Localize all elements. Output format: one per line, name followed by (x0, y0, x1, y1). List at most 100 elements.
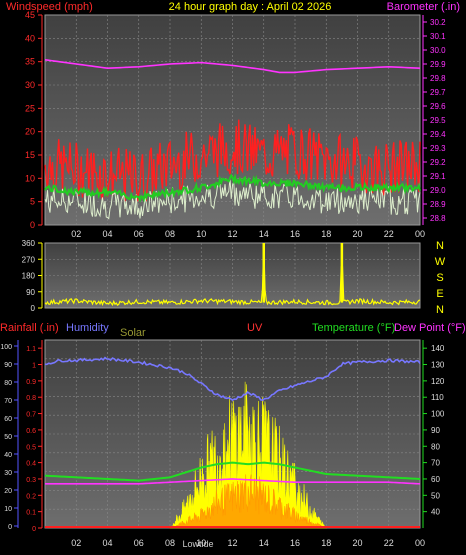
left-tick-label: 0 (30, 220, 35, 230)
humidity-tick-label: 20 (4, 488, 12, 495)
left-tick-label: 35 (25, 57, 35, 67)
bottom-temperature-label: Temperature (°F) (312, 322, 395, 334)
right-tick-label: 30.2 (430, 18, 446, 27)
temp-tick-label: 40 (431, 508, 440, 517)
temp-tick-label: 70 (431, 459, 440, 468)
bottom-solar-label: Solar (120, 327, 146, 339)
rain-tick-label: 1.1 (26, 346, 36, 353)
right-tick-label: 29.3 (430, 144, 446, 153)
temp-tick-label: 110 (431, 393, 444, 402)
x-tick-label: 14 (259, 538, 269, 548)
top-series (44, 59, 421, 220)
solar-area (169, 381, 328, 529)
lowtide-label: Lowtide (182, 539, 213, 549)
wind-direction-line (44, 242, 421, 307)
right-tick-label: 29.4 (430, 130, 446, 139)
rain-tick-label: 0.6 (26, 428, 36, 435)
x-tick-label: 12 (227, 229, 237, 239)
x-tick-label: 06 (134, 538, 144, 548)
top-left-ticks: 0 5 10 15 20 25 30 35 40 45 (25, 10, 43, 230)
humidity-tick-label: 70 (4, 398, 12, 405)
direction-tick-label: 0 (31, 304, 36, 313)
temp-tick-label: 50 (431, 491, 440, 500)
compass-label: E (436, 288, 443, 300)
right-tick-label: 29.8 (430, 74, 446, 83)
rain-tick-label: 0.7 (26, 412, 36, 419)
bottom-x-ticks: 02 04 06 08 10 12 14 16 18 20 22 00 (71, 538, 425, 548)
low-wind-line (44, 178, 421, 220)
temp-tick-label: 140 (431, 344, 445, 353)
right-tick-label: 28.9 (430, 200, 446, 209)
right-tick-label: 28.8 (430, 214, 446, 223)
right-tick-label: 29.9 (430, 60, 446, 69)
uv-area (168, 474, 327, 529)
right-tick-label: 30.1 (430, 32, 446, 41)
direction-tick-label: 360 (22, 239, 36, 248)
average-wind-line (44, 172, 421, 203)
bottom-humidity-label: Humidity (66, 322, 109, 334)
temp-tick-label: 130 (431, 361, 445, 370)
x-tick-label: 12 (227, 538, 237, 548)
mid-series (44, 242, 421, 307)
x-tick-label: 02 (71, 538, 81, 548)
left-tick-label: 30 (25, 80, 35, 90)
left-tick-label: 20 (25, 127, 35, 137)
left-tick-label: 45 (25, 10, 35, 20)
top-right-ticks: 28.8 28.9 29.0 29.1 29.2 29.3 29.4 29.5 29.6 29.7… (422, 15, 446, 225)
humidity-tick-label: 80 (4, 380, 12, 387)
x-tick-label: 04 (102, 229, 112, 239)
temp-tick-label: 100 (431, 410, 445, 419)
x-tick-label: 08 (165, 538, 175, 548)
left-tick-label: 15 (25, 150, 35, 160)
right-tick-label: 29.7 (430, 88, 446, 97)
rain-tick-label: 0.3 (26, 477, 36, 484)
humidity-tick-label: 90 (4, 362, 12, 369)
x-tick-label: 18 (321, 229, 331, 239)
x-tick-label: 14 (259, 229, 269, 239)
bottom-dewpoint-label: Dew Point (°F) (394, 322, 466, 334)
x-tick-label: 22 (384, 538, 394, 548)
top-grid (45, 15, 420, 225)
compass-label: W (435, 256, 446, 268)
x-tick-label: 02 (71, 229, 81, 239)
humidity-tick-label: 60 (4, 416, 12, 423)
right-tick-label: 29.1 (430, 172, 446, 181)
x-tick-label: 06 (134, 229, 144, 239)
dewpoint-line (45, 478, 421, 485)
compass-label: S (436, 272, 443, 284)
top-x-ticks: 02 04 06 08 10 12 14 16 18 20 22 00 (71, 229, 425, 239)
humidity-tick-label: 40 (4, 452, 12, 459)
humidity-line (44, 356, 421, 402)
x-tick-label: 20 (352, 538, 362, 548)
compass-label: N (436, 240, 444, 252)
bottom-series (44, 356, 421, 529)
right-tick-label: 29.0 (430, 186, 446, 195)
barometer-line (44, 59, 421, 74)
left-tick-label: 10 (25, 173, 35, 183)
x-tick-label: 08 (165, 229, 175, 239)
top-title: 24 hour graph day : April 02 2026 (169, 1, 332, 13)
bottom-rainfall-label: Rainfall (.in) (0, 322, 59, 334)
direction-tick-label: 270 (22, 255, 36, 264)
temp-tick-label: 80 (431, 442, 440, 451)
x-tick-label: 10 (196, 229, 206, 239)
x-tick-label: 00 (415, 229, 425, 239)
x-tick-label: 16 (290, 229, 300, 239)
x-tick-label: 22 (384, 229, 394, 239)
temp-tick-label: 90 (431, 426, 440, 435)
rain-tick-label: 0.2 (26, 493, 36, 500)
right-tick-label: 29.5 (430, 116, 446, 125)
rain-tick-label: 0.9 (26, 379, 36, 386)
humidity-tick-label: 100 (0, 344, 12, 351)
left-tick-label: 40 (25, 33, 35, 43)
humidity-tick-label: 0 (8, 524, 12, 531)
bottom-left-ticks: 0 10 20 30 40 50 60 70 80 90 100 0 0.1 0.2 0.3 0.4 0.5 0.… (0, 340, 43, 533)
top-left-axis-label: Windspeed (mph) (6, 1, 93, 13)
windspeed-line (44, 119, 421, 202)
bottom-right-ticks: 40 50 60 70 80 90 100 110 120 130 140 (422, 340, 445, 528)
temp-tick-label: 60 (431, 475, 440, 484)
humidity-tick-label: 30 (4, 470, 12, 477)
left-tick-label: 25 (25, 103, 35, 113)
